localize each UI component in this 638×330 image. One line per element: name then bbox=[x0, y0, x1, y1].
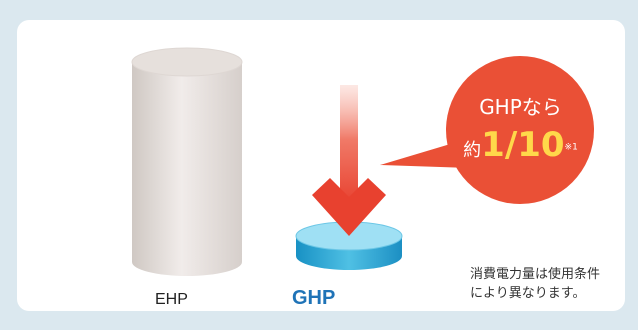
callout-text: GHPなら 約1/10※1 bbox=[448, 95, 593, 165]
footnote-line2: により異なります。 bbox=[470, 286, 586, 301]
callout-bubble bbox=[380, 56, 594, 204]
bar-ehp-top bbox=[131, 47, 243, 77]
callout-ratio: 1/10 bbox=[481, 125, 565, 165]
callout-note-marker: ※1 bbox=[564, 142, 578, 153]
bar-ehp-body bbox=[132, 62, 242, 276]
bar-ehp bbox=[131, 47, 243, 276]
tick-label-ehp: EHP bbox=[155, 291, 188, 308]
down-arrow-icon bbox=[312, 85, 386, 236]
callout-prefix: 約 bbox=[463, 140, 482, 161]
footnote: 消費電力量は使用条件 により異なります。 bbox=[470, 265, 600, 303]
footnote-line1: 消費電力量は使用条件 bbox=[470, 267, 601, 282]
callout-line1: GHPなら bbox=[479, 95, 562, 119]
callout-line2: 約1/10※1 bbox=[448, 125, 593, 165]
tick-label-ghp: GHP bbox=[292, 287, 336, 309]
